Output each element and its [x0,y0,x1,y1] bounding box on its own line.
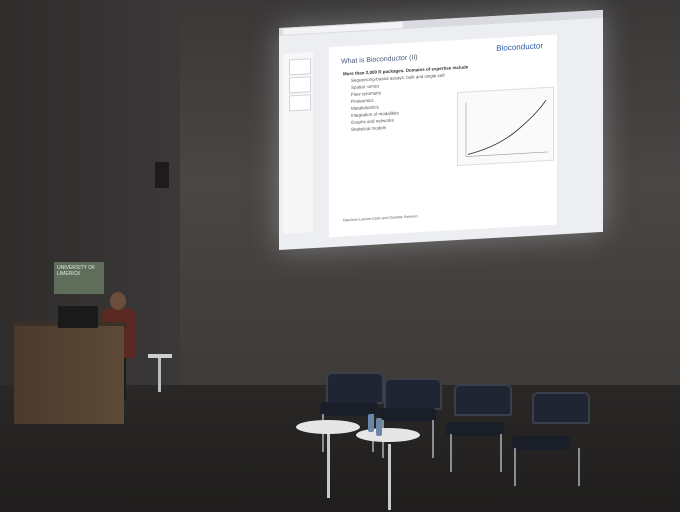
chair-leg [432,420,434,458]
water-bottle [376,418,382,436]
slide-footnote: Data from Laurent Gatto and Charlotte So… [343,214,418,223]
slide-thumbnail [289,76,311,94]
chair-seat [446,422,504,436]
presenter-head [110,292,126,310]
chair-back [326,372,384,404]
bullet-list: More than 2,000 R packages. Domains of e… [343,63,468,133]
side-table-leg [158,358,161,392]
laptop [58,306,98,328]
slide-thumbnail [289,58,311,76]
side-table-top [148,354,172,358]
sign-line: LIMERICK [57,271,81,277]
lectern-podium [14,326,124,424]
slide-thumbnail-panel [283,52,313,234]
table-leg [388,444,391,510]
university-sign: UNIVERSITY OF LIMERICK [54,262,104,294]
slide-thumbnail [289,94,311,112]
round-table [296,420,360,434]
package-growth-chart [457,86,554,167]
chair-leg [500,434,502,472]
chair-seat [512,436,570,450]
chair-seat [378,408,436,422]
growth-curve-plot [465,99,548,157]
chair-leg [514,448,516,486]
bioconductor-logo: Bioconductor [496,41,543,53]
chair-back [532,392,590,424]
sign-line: UNIVERSITY OF [57,265,96,271]
chair-back [384,378,442,410]
chair-back [454,384,512,416]
projection-screen: What is Bioconductor (II) Bioconductor M… [279,9,603,250]
chair-seat [320,402,378,416]
wall-speaker [155,162,169,188]
slide-canvas: What is Bioconductor (II) Bioconductor M… [329,34,557,238]
water-bottle [368,414,374,432]
table-leg [327,432,330,498]
chair-leg [578,448,580,486]
chair-leg [450,434,452,472]
chart-x-axis [466,151,548,157]
round-table [356,428,420,442]
slide-title: What is Bioconductor (II) [341,54,418,66]
growth-curve-line [467,99,547,155]
